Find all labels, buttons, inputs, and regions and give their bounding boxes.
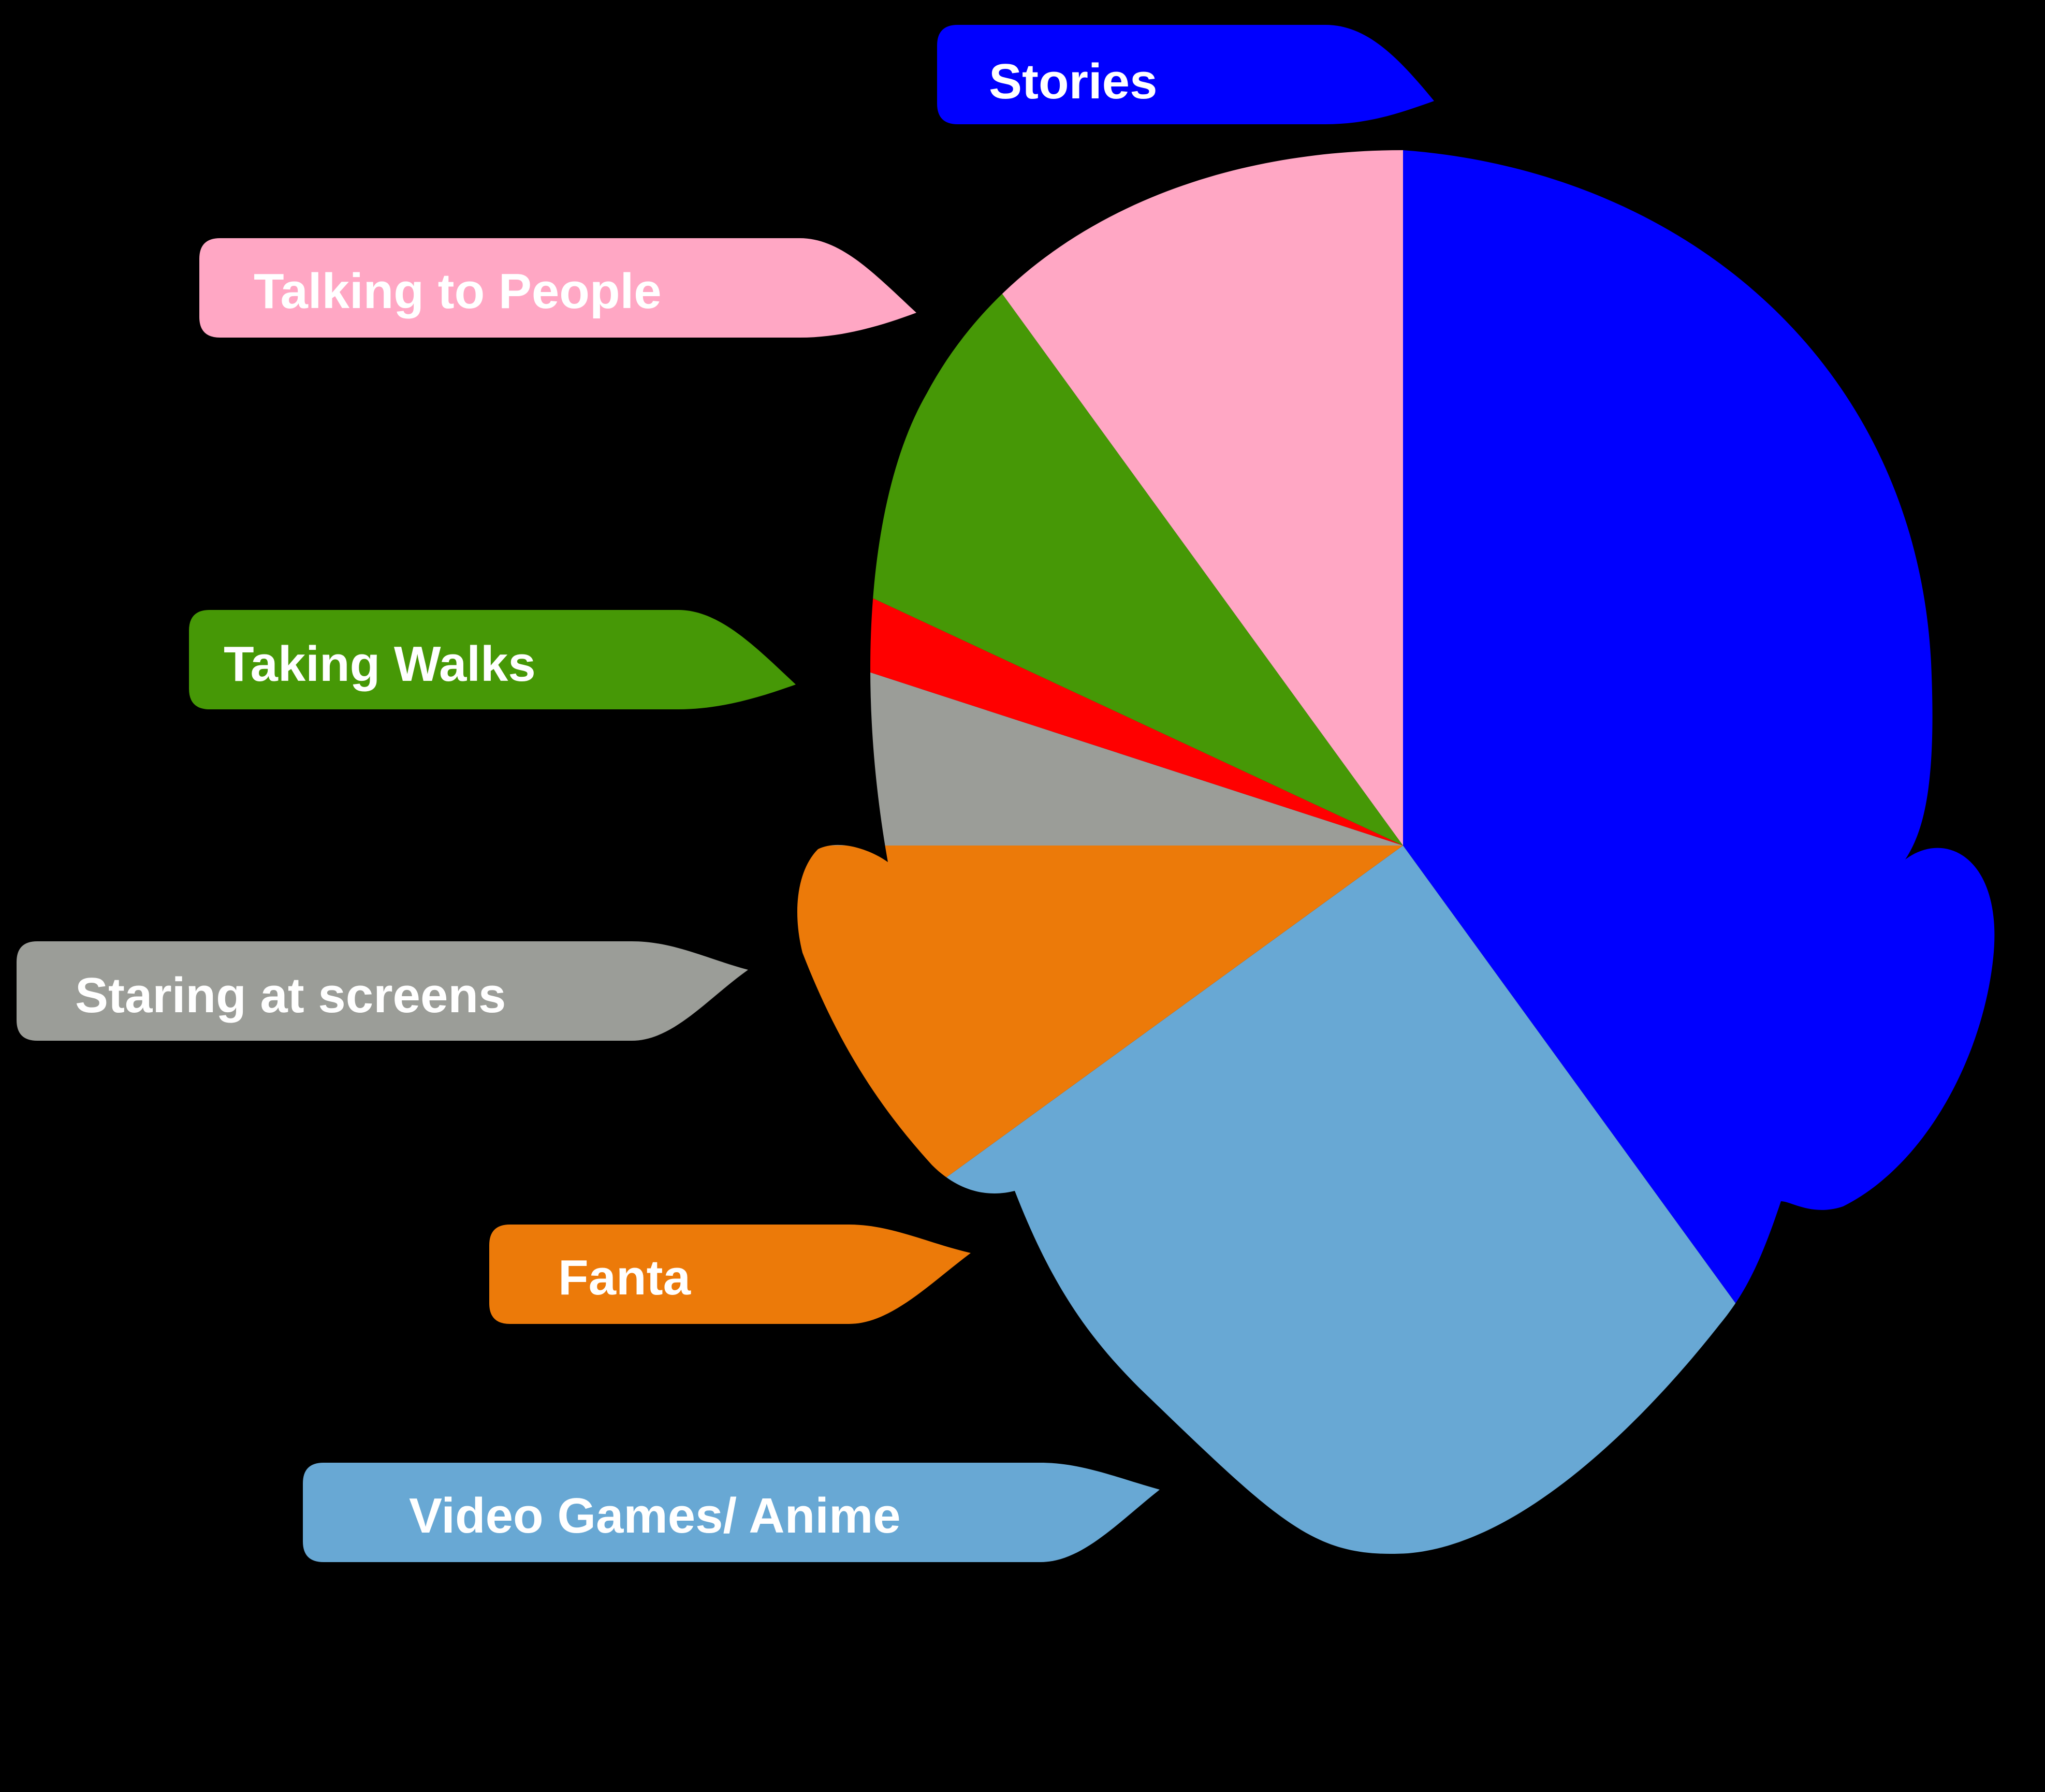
legend-item-fanta: Fanta bbox=[489, 1225, 971, 1324]
legend-tag-talking-to-people bbox=[199, 238, 916, 338]
legend-item-stories: Stories bbox=[937, 25, 1434, 124]
pie-slice-video-games-anime-1 bbox=[797, 846, 1995, 1554]
legend-item-taking-walks: Taking Walks bbox=[189, 610, 796, 709]
legend-item-talking-to-people: Talking to People bbox=[199, 238, 916, 338]
legend-tag-taking-walks bbox=[189, 610, 796, 709]
legend-item-staring-at-screens: Staring at screens bbox=[17, 941, 748, 1041]
legend-item-video-games-anime: Video Games/ Anime bbox=[303, 1463, 1160, 1562]
legend-label-staring-at-screens: Staring at screens bbox=[75, 968, 506, 1023]
legend-tag-fanta bbox=[489, 1225, 971, 1324]
legend-tag-video-games-anime bbox=[303, 1463, 1160, 1562]
legend: Stories Talking to People Taking Walks S… bbox=[17, 25, 1434, 1562]
legend-label-stories: Stories bbox=[989, 54, 1157, 109]
legend-label-video-games-anime: Video Games/ Anime bbox=[409, 1488, 901, 1543]
legend-tag-stories bbox=[937, 25, 1434, 124]
pie-slice-talking-to-people-6 bbox=[797, 150, 1403, 846]
legend-label-fanta: Fanta bbox=[558, 1250, 691, 1305]
legend-tag-staring-at-screens bbox=[17, 941, 748, 1041]
legend-label-talking-to-people: Talking to People bbox=[254, 264, 662, 319]
legend-label-taking-walks: Taking Walks bbox=[224, 636, 536, 692]
